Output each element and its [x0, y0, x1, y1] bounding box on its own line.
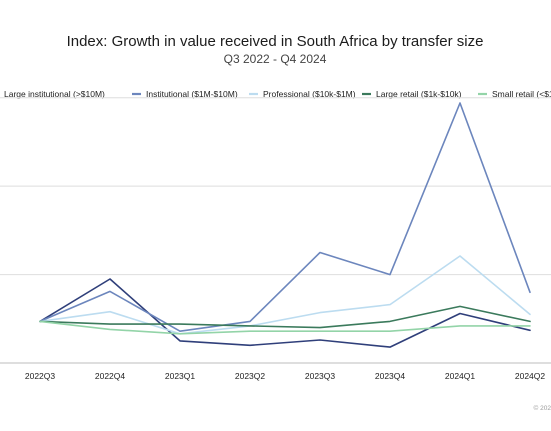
legend-item: Professional ($10k-$1M) [249, 89, 356, 99]
gridlines [0, 97, 551, 364]
x-tick-label: 2023Q3 [305, 371, 336, 381]
x-axis: 2022Q3 2022Q4 2023Q1 2023Q2 2023Q3 2023Q4 2024… [25, 371, 546, 381]
series-layer [39, 102, 531, 348]
x-tick-label: 2022Q3 [25, 371, 56, 381]
copyright-notice: © 202 [534, 404, 551, 412]
series-line-5 [39, 320, 531, 335]
legend: Large institutional (>$10M) Institutional… [4, 89, 551, 99]
chart-title: Index: Growth in value received in South… [67, 33, 484, 50]
series-line-4 [39, 305, 531, 329]
legend-item: Small retail (<$1k) [478, 89, 551, 99]
x-tick-label: 2023Q2 [235, 371, 266, 381]
chart-subtitle: Q3 2022 - Q4 2024 [224, 52, 327, 66]
series-line-1 [39, 278, 531, 348]
legend-label: Professional ($10k-$1M) [263, 89, 356, 99]
legend-label: Institutional ($1M-$10M) [146, 89, 238, 99]
legend-label: Large institutional (>$10M) [4, 89, 105, 99]
x-tick-label: 2022Q4 [95, 371, 126, 381]
series-line-2 [39, 102, 531, 333]
legend-label: Small retail (<$1k) [492, 89, 551, 99]
series-line-3 [39, 255, 531, 335]
x-tick-label: 2023Q1 [165, 371, 196, 381]
x-tick-label: 2024Q2 [515, 371, 546, 381]
x-tick-label: 2023Q4 [375, 371, 406, 381]
legend-item: Institutional ($1M-$10M) [132, 89, 238, 99]
legend-item: Large retail ($1k-$10k) [362, 89, 462, 99]
x-tick-label: 2024Q1 [445, 371, 476, 381]
legend-label: Large retail ($1k-$10k) [376, 89, 462, 99]
legend-item: Large institutional (>$10M) [4, 89, 105, 99]
